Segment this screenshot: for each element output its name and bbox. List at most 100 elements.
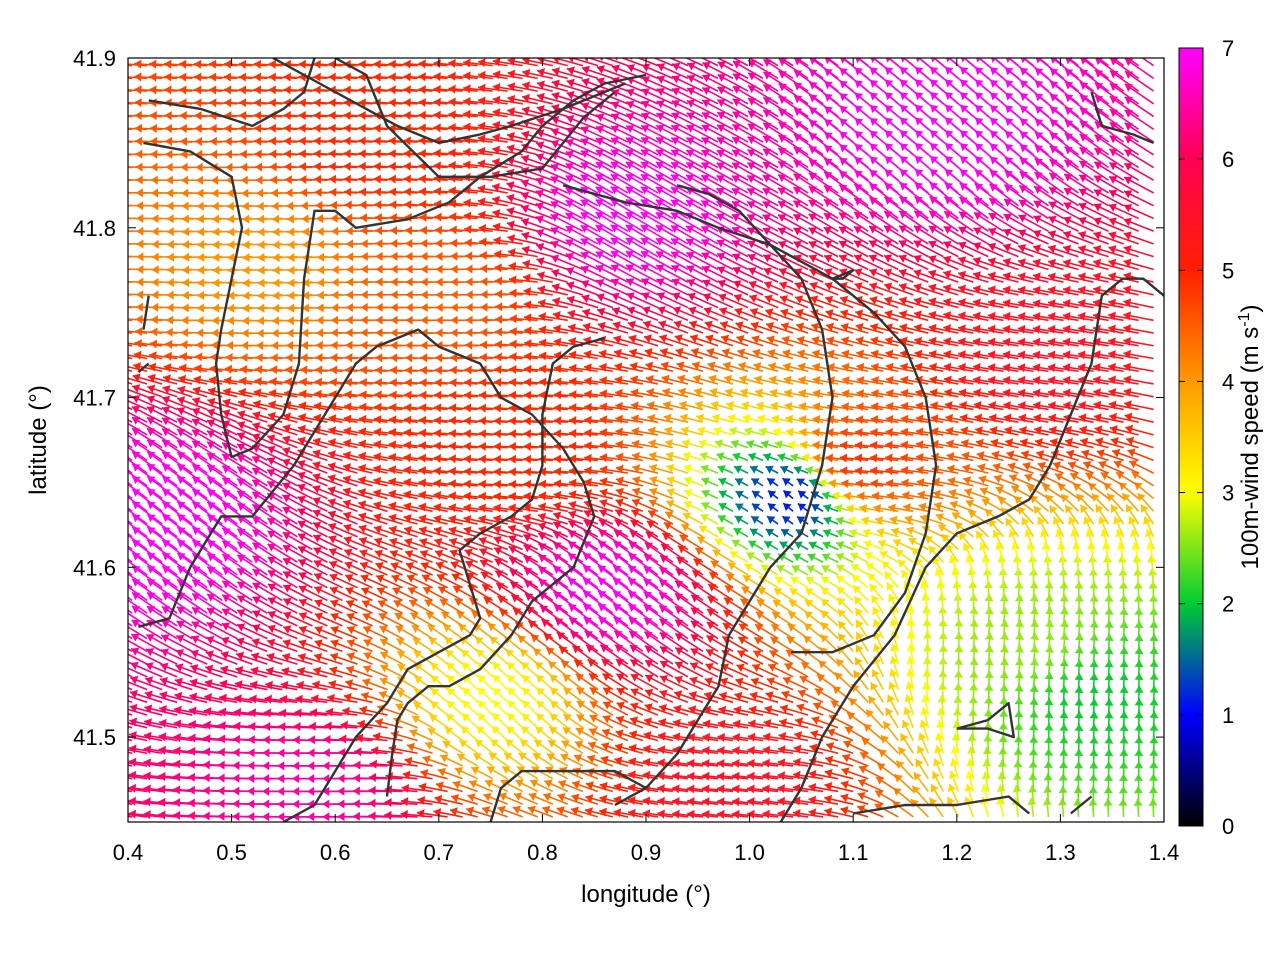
wind-arrow [128, 789, 133, 793]
wind-arrow [874, 790, 899, 805]
wind-arrow [546, 753, 569, 767]
wind-arrow [949, 770, 960, 792]
wind-arrow [643, 744, 674, 755]
wind-arrow [144, 676, 178, 691]
wind-arrow [1030, 619, 1040, 639]
wind-arrow [894, 773, 914, 793]
wind-arrow [487, 622, 509, 640]
wind-arrow [687, 758, 719, 768]
wind-arrow [368, 772, 403, 782]
wind-arrow [427, 727, 449, 742]
wind-arrow [221, 608, 253, 627]
wind-arrow [362, 678, 388, 691]
wind-arrow [445, 649, 464, 665]
wind-arrow [532, 752, 554, 767]
wind-arrow [890, 643, 900, 665]
wind-arrow [1027, 785, 1037, 805]
wind-arrow [542, 792, 569, 805]
wind-arrow [1045, 645, 1055, 665]
wind-arrow [628, 770, 659, 780]
wind-arrow [534, 726, 554, 742]
wind-arrow [857, 778, 884, 793]
wind-arrow [747, 732, 779, 742]
wind-arrow [250, 666, 283, 678]
wind-arrow [717, 746, 749, 756]
x-tick-label: 0.7 [424, 840, 455, 865]
wind-arrow [128, 708, 148, 716]
wind-arrow [556, 806, 584, 818]
wind-arrow [129, 717, 163, 729]
wind-arrow [575, 727, 599, 742]
wind-arrow [395, 625, 418, 640]
wind-arrow [657, 771, 689, 781]
wind-arrow [674, 632, 704, 653]
wind-arrow [490, 738, 509, 754]
x-tick-label: 1.0 [734, 840, 765, 865]
wind-arrow [796, 703, 824, 716]
wind-arrow [128, 815, 133, 818]
wind-arrow [630, 673, 659, 691]
wind-arrow [782, 676, 809, 691]
wind-arrow [687, 809, 719, 819]
wind-arrow [265, 666, 298, 678]
wind-arrow [450, 793, 478, 805]
wind-arrow [492, 699, 509, 716]
wind-arrow [131, 619, 163, 640]
wind-arrow [434, 794, 463, 805]
wind-arrow [794, 717, 824, 729]
wind-arrow [189, 678, 223, 691]
colorbar [1178, 47, 1204, 827]
x-tick-label: 0.6 [320, 840, 351, 865]
wind-arrow [204, 679, 238, 691]
wind-arrow [129, 675, 163, 691]
wind-arrow [732, 809, 764, 819]
wind-arrow [644, 645, 674, 665]
wind-arrow [749, 691, 779, 704]
wind-arrow [576, 687, 599, 703]
wind-arrow [793, 744, 824, 755]
wind-arrow [442, 623, 464, 640]
wind-arrow [674, 646, 704, 665]
wind-arrow [589, 714, 614, 729]
wind-arrow [173, 719, 208, 729]
wind-arrow [477, 674, 494, 691]
wind-arrow [498, 792, 524, 805]
wind-arrow [762, 809, 794, 819]
wind-arrow [410, 612, 433, 627]
wind-arrow [689, 662, 719, 678]
wind-arrow [599, 807, 629, 818]
wind-arrow [659, 660, 689, 678]
wind-arrow [219, 693, 253, 704]
wind-arrow [251, 624, 283, 640]
wind-arrow [777, 771, 809, 781]
wind-arrow [353, 760, 388, 770]
wind-arrow [472, 752, 494, 767]
wind-arrow [219, 679, 253, 691]
x-tick-label: 0.8 [527, 840, 558, 865]
wind-arrow [204, 693, 238, 704]
y-axis-label: latitude (°) [25, 385, 52, 495]
wind-arrow [205, 650, 238, 665]
wind-arrow [402, 770, 433, 780]
wind-arrow [825, 755, 854, 767]
wind-arrow [672, 718, 704, 729]
wind-arrow [885, 707, 899, 729]
wind-arrow [630, 688, 659, 704]
wind-arrow [705, 648, 734, 665]
wind-arrow [314, 625, 343, 640]
wind-arrow [588, 728, 614, 742]
wind-arrow [560, 660, 584, 678]
wind-arrow [474, 739, 494, 754]
wind-arrow [732, 771, 764, 781]
wind-arrow [808, 795, 839, 805]
wind-arrow [702, 784, 734, 794]
wind-arrow [563, 700, 584, 716]
wind-arrow [470, 766, 494, 780]
wind-arrow [601, 742, 629, 754]
wind-arrow [599, 794, 629, 805]
wind-arrow [160, 634, 193, 653]
wind-arrow [400, 797, 433, 807]
wind-arrow [128, 777, 133, 780]
wind-arrow [296, 680, 328, 691]
